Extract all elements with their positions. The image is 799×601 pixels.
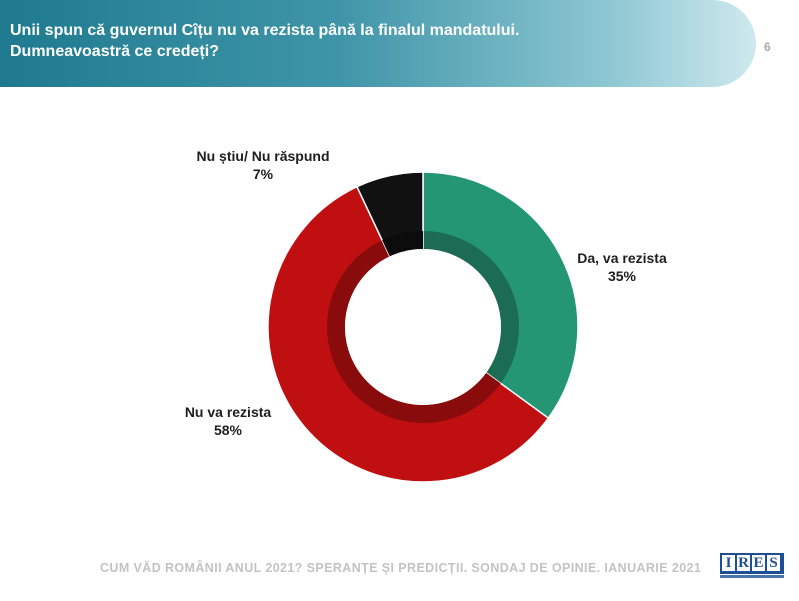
title-banner: Unii spun că guvernul Cîțu nu va rezista… bbox=[0, 0, 756, 87]
ires-logo: I R E S bbox=[720, 553, 784, 582]
slice-value-nu-va-rezista: 58% bbox=[214, 422, 243, 438]
slice-label-da-va-rezista: Da, va rezista bbox=[577, 250, 667, 266]
logo-background: I R E S bbox=[720, 553, 784, 574]
logo-letter-r: R bbox=[737, 555, 750, 571]
footer-caption: CUM VĂD ROMÂNII ANUL 2021? SPERANȚE ȘI P… bbox=[100, 561, 702, 575]
logo-letter-s: S bbox=[767, 555, 780, 571]
slice-value-nu-tiu-nu-r-spund: 7% bbox=[253, 166, 274, 182]
slice-inner-shade-da-va-rezista bbox=[423, 231, 520, 384]
donut-hole bbox=[345, 249, 501, 405]
page-number: 6 bbox=[764, 40, 771, 54]
title-line-2: Dumneavoastră ce credeți? bbox=[10, 43, 219, 60]
slice-inner-shade-nu-tiu-nu-r-spund bbox=[382, 231, 423, 257]
slice-label-nu-tiu-nu-r-spund: Nu știu/ Nu răspund bbox=[197, 148, 330, 164]
slice-value-da-va-rezista: 35% bbox=[608, 268, 637, 284]
logo-letter-i: I bbox=[722, 555, 735, 571]
logo-letter-e: E bbox=[752, 555, 765, 571]
slice-label-nu-va-rezista: Nu va rezista bbox=[185, 404, 272, 420]
page-title: Unii spun că guvernul Cîțu nu va rezista… bbox=[10, 20, 710, 62]
logo-tagline-bar bbox=[720, 575, 784, 578]
title-line-1: Unii spun că guvernul Cîțu nu va rezista… bbox=[10, 22, 520, 39]
